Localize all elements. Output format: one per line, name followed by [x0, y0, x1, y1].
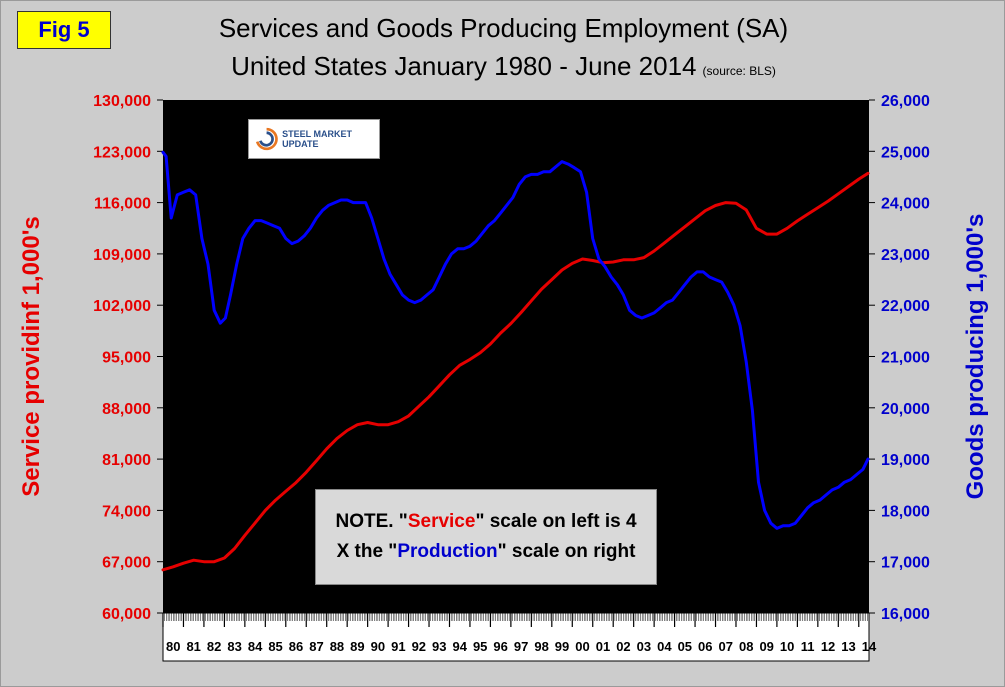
x-tick-label: 99: [555, 639, 569, 654]
x-tick-label: 84: [248, 639, 263, 654]
left-tick-label: 88,000: [102, 401, 151, 418]
x-tick-label: 88: [330, 639, 344, 654]
left-tick-label: 60,000: [102, 606, 151, 623]
x-tick-label: 09: [759, 639, 773, 654]
note-production-word: Production: [397, 541, 498, 562]
x-tick-label: 14: [862, 639, 877, 654]
x-tick-label: 05: [678, 639, 692, 654]
x-tick-label: 87: [309, 639, 323, 654]
right-axis-label: Goods producing 1,000's: [962, 214, 989, 500]
x-tick-label: 82: [207, 639, 221, 654]
x-tick-label: 02: [616, 639, 630, 654]
figure-label: Fig 5: [17, 11, 111, 49]
x-tick-label: 00: [575, 639, 589, 654]
x-tick-label: 10: [780, 639, 794, 654]
goods-series-line: [161, 150, 870, 530]
left-tick-label: 109,000: [93, 247, 151, 264]
x-tick-label: 95: [473, 639, 487, 654]
note-text-4: " scale on right: [497, 541, 636, 562]
x-tick-label: 86: [289, 639, 303, 654]
x-tick-label: 91: [391, 639, 405, 654]
x-tick-label: 80: [166, 639, 180, 654]
x-tick-label: 01: [596, 639, 610, 654]
scale-note: NOTE. "Service" scale on left is 4 X the…: [315, 489, 657, 585]
left-tick-label: 102,000: [93, 298, 151, 315]
note-line-2: X the "Production" scale on right: [337, 537, 636, 567]
chart-title: Services and Goods Producing Employment …: [218, 13, 789, 43]
x-tick-label: 94: [452, 639, 467, 654]
x-tick-label: 83: [227, 639, 241, 654]
x-tick-label: 13: [841, 639, 855, 654]
x-tick-label: 96: [493, 639, 507, 654]
right-tick-label: 18,000: [881, 503, 930, 520]
x-tick-label: 89: [350, 639, 364, 654]
x-tick-label: 98: [534, 639, 548, 654]
x-tick-label: 04: [657, 639, 672, 654]
left-tick-label: 74,000: [102, 503, 151, 520]
x-tick-label: 92: [412, 639, 426, 654]
x-tick-label: 06: [698, 639, 712, 654]
right-tick-label: 23,000: [881, 247, 930, 264]
x-tick-label: 12: [821, 639, 835, 654]
right-tick-label: 26,000: [881, 93, 930, 110]
note-service-word: Service: [407, 511, 476, 532]
right-tick-label: 17,000: [881, 555, 930, 572]
x-tick-label: 97: [514, 639, 528, 654]
steel-market-update-logo: STEEL MARKET UPDATE: [248, 119, 380, 159]
x-tick-label: 81: [186, 639, 200, 654]
right-tick-label: 16,000: [881, 606, 930, 623]
chart-subtitle: United States January 1980 - June 2014 (s…: [1, 51, 1005, 82]
x-tick-label: 11: [801, 639, 815, 654]
right-tick-label: 22,000: [881, 298, 930, 315]
logo-swoosh-icon: [255, 127, 278, 151]
right-tick-label: 21,000: [881, 350, 930, 367]
note-text-3: X the ": [336, 541, 398, 562]
note-text-1: NOTE. ": [335, 511, 408, 532]
x-tick-label: 07: [719, 639, 733, 654]
left-tick-label: 95,000: [102, 350, 151, 367]
logo-text: STEEL MARKET UPDATE: [282, 129, 353, 149]
x-tick-label: 85: [268, 639, 282, 654]
left-tick-label: 123,000: [93, 144, 151, 161]
service-series-line: [161, 171, 870, 572]
source-note: (source: BLS): [702, 64, 776, 78]
left-tick-label: 130,000: [93, 93, 151, 110]
right-tick-label: 20,000: [881, 401, 930, 418]
x-tick-label: 08: [739, 639, 753, 654]
x-tick-label: 90: [371, 639, 385, 654]
left-tick-label: 81,000: [102, 452, 151, 469]
left-axis-label: Service providinf 1,000's: [18, 216, 45, 497]
right-tick-label: 19,000: [881, 452, 930, 469]
right-tick-label: 25,000: [881, 144, 930, 161]
note-text-2: " scale on left is 4: [475, 511, 637, 532]
x-tick-label: 03: [637, 639, 651, 654]
right-tick-label: 24,000: [881, 196, 930, 213]
chart-subtitle-text: United States January 1980 - June 2014: [231, 51, 697, 81]
x-tick-label: 93: [432, 639, 446, 654]
left-tick-label: 116,000: [94, 196, 151, 213]
note-line-1: NOTE. "Service" scale on left is 4: [335, 507, 636, 537]
left-tick-label: 67,000: [102, 555, 151, 572]
